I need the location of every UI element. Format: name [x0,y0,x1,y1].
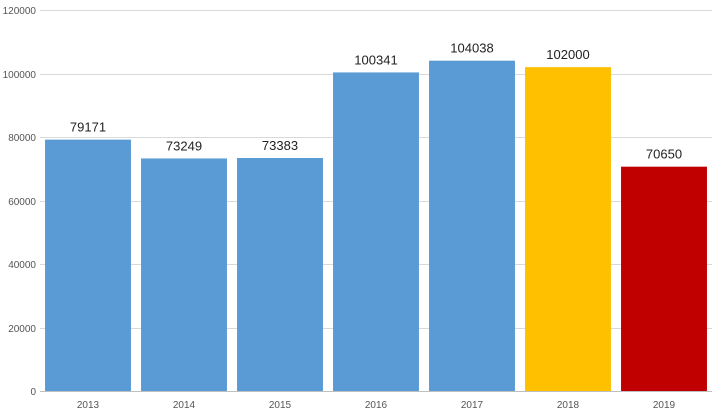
bars [45,60,707,392]
bar-2017 [429,60,515,391]
x-tick-label-2013: 2013 [77,400,100,411]
data-label-2017: 104038 [450,41,493,56]
x-tick-label-2019: 2019 [653,400,676,411]
x-tick-label-2014: 2014 [173,400,196,411]
x-tick-label-2018: 2018 [557,400,580,411]
data-label-2013: 79171 [70,120,106,135]
bar-2013 [45,139,131,391]
x-tick-label-2015: 2015 [269,400,292,411]
y-tick-label: 20000 [8,324,36,335]
y-tick-label: 100000 [3,70,37,81]
bar-2014 [141,158,227,391]
data-label-2014: 73249 [166,138,202,153]
y-tick-label: 80000 [8,133,36,144]
x-tick-label-2017: 2017 [461,400,484,411]
x-axis-tick-labels: 2013 2014 2015 2016 2017 2018 2019 [77,400,676,411]
data-label-2019: 70650 [646,147,682,162]
y-tick-label: 0 [30,387,36,398]
y-tick-label: 40000 [8,260,36,271]
data-label-2015: 73383 [262,138,298,153]
bar-2015 [237,158,323,391]
bar-2019 [621,166,707,391]
data-labels: 79171 73249 73383 100341 104038 102000 70650 [70,41,682,162]
y-axis-tick-labels: 0 20000 40000 60000 80000 100000 120000 [3,6,37,398]
x-tick-label-2016: 2016 [365,400,388,411]
y-tick-label: 120000 [3,6,37,17]
bar-2016 [333,72,419,391]
bar-2018 [525,67,611,392]
data-label-2016: 100341 [354,52,397,67]
data-label-2018: 102000 [546,47,589,62]
y-tick-label: 60000 [8,197,36,208]
